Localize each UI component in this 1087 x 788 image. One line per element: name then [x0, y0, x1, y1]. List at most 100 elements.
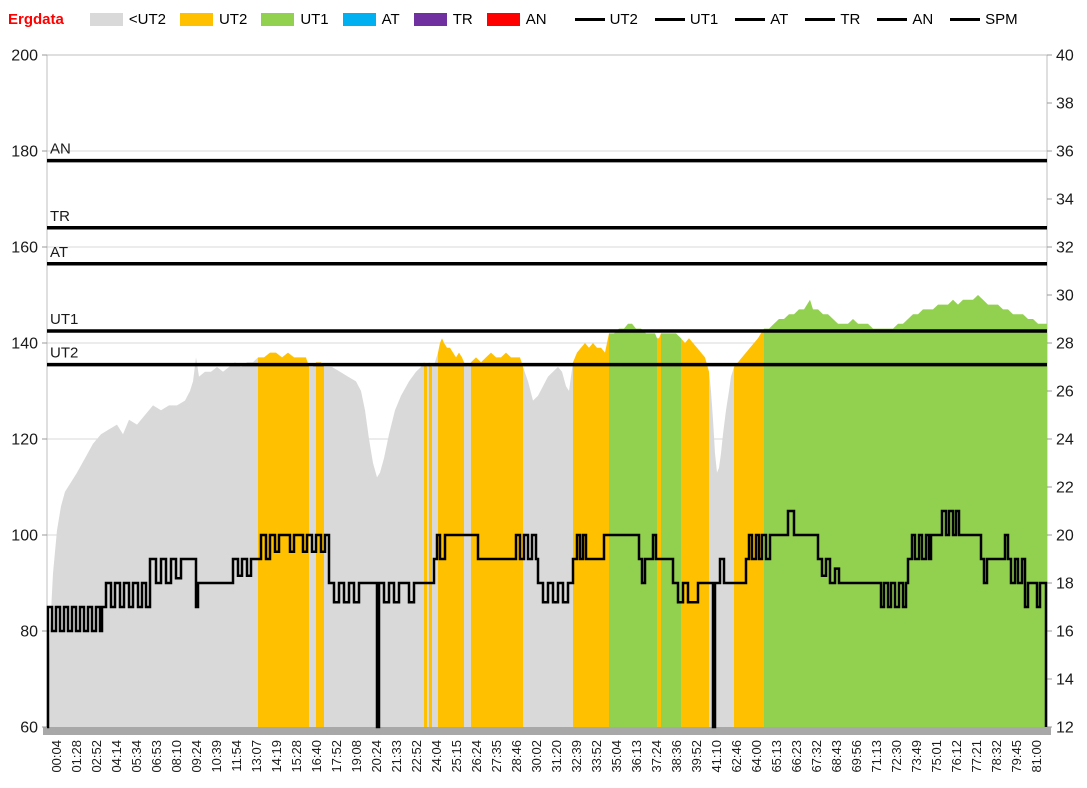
- legend-swatch-at: [342, 12, 376, 26]
- legend-item-line-spm: SPM: [950, 11, 1018, 28]
- legend-line-swatch-spm: [950, 17, 981, 21]
- x-axis-tick-label: 21:33: [389, 740, 404, 773]
- x-axis-tick-label: 75:01: [929, 740, 944, 773]
- left-axis-tick-label: 100: [11, 528, 38, 545]
- legend-line-swatch-ut1: [654, 17, 685, 21]
- x-axis-tick-label: 31:20: [549, 740, 564, 773]
- right-axis-tick-label: 28: [1056, 336, 1074, 353]
- legend-line-swatch-tr: [805, 17, 836, 21]
- threshold-label-an: AN: [50, 141, 71, 158]
- x-axis-tick-label: 28:46: [509, 740, 524, 773]
- right-axis-tick-label: 34: [1056, 192, 1074, 209]
- x-axis-tick-label: 77:21: [969, 740, 984, 773]
- x-axis-tick-label: 19:08: [349, 740, 364, 773]
- right-axis-tick-label: 30: [1056, 288, 1074, 305]
- legend-swatch-ut2: [179, 12, 213, 26]
- legend-swatch-tr: [413, 12, 447, 26]
- left-axis-tick-label: 120: [11, 432, 38, 449]
- x-axis-tick-label: 10:39: [209, 740, 224, 773]
- x-axis-tick-label: 65:13: [769, 740, 784, 773]
- legend-item-line-at: AT: [735, 11, 788, 28]
- left-axis-tick-label: 180: [11, 144, 38, 161]
- x-axis-tick-label: 16:40: [309, 740, 324, 773]
- x-axis-tick-label: 39:52: [689, 740, 704, 773]
- x-axis-tick-label: 36:13: [629, 740, 644, 773]
- x-axis-tick-label: 13:07: [249, 740, 264, 773]
- x-axis-tick-label: 25:15: [449, 740, 464, 773]
- right-axis-tick-label: 20: [1056, 528, 1074, 545]
- right-axis-tick-label: 12: [1056, 720, 1074, 737]
- x-axis-tick-label: 08:10: [169, 740, 184, 773]
- x-axis-tick-label: 14:19: [269, 740, 284, 773]
- legend-label-line-ut2: UT2: [609, 10, 638, 28]
- x-axis-tick-label: 72:30: [889, 740, 904, 773]
- legend-label-line-spm: SPM: [985, 10, 1018, 28]
- legend-item-line-ut2: UT2: [574, 10, 638, 28]
- left-axis-tick-label: 60: [20, 720, 38, 737]
- threshold-lines: AN TR AT UT1 UT2: [47, 141, 1047, 367]
- x-axis-tick-label: 09:24: [189, 740, 204, 773]
- x-axis-band: [43, 727, 1051, 735]
- x-axis-tick-label: 64:00: [749, 740, 764, 773]
- right-axis-tick-label: 24: [1056, 432, 1074, 449]
- left-axis-tick-label: 160: [11, 240, 38, 257]
- x-axis-tick-label: 38:36: [669, 740, 684, 773]
- legend-item-area-ut2: <UT2: [89, 10, 166, 28]
- chart-legend: Ergdata <UT2 UT2 UT1 AT TR AN UT2 UT1 AT TR AN SPM: [8, 6, 1035, 32]
- x-axis-tick-label: 32:39: [569, 740, 584, 773]
- x-axis-tick-label: 17:52: [329, 740, 344, 773]
- x-axis-tick-label: 22:52: [409, 740, 424, 773]
- legend-line-swatch-an: [877, 17, 908, 21]
- x-axis-tick-label: 41:10: [709, 740, 724, 773]
- legend-label-ut1: UT1: [300, 10, 329, 28]
- legend-label-ut2: <UT2: [128, 10, 166, 28]
- x-axis-tick-label: 15:28: [289, 740, 304, 773]
- legend-label-tr: TR: [452, 10, 473, 28]
- right-axis-tick-label: 38: [1056, 96, 1074, 113]
- x-axis-tick-label: 30:02: [529, 740, 544, 773]
- left-axis-tick-label: 200: [11, 48, 38, 65]
- x-axis-tick-label: 79:45: [1009, 740, 1024, 773]
- left-axis: 200 180 160 140 120 100 80 60: [11, 48, 47, 737]
- right-axis: 40 38 36 34 32 30 28 26 24 22 20 18 16 14 12: [1047, 48, 1074, 737]
- right-axis-tick-label: 22: [1056, 480, 1074, 497]
- x-axis-tick-label: 71:13: [869, 740, 884, 773]
- x-axis-labels: 00:04 01:28 02:52 04:14 05:34 06:53 08:10 09:24…: [49, 740, 1044, 773]
- legend-item-line-tr: TR: [805, 11, 860, 28]
- x-axis-tick-label: 26:24: [469, 740, 484, 773]
- x-axis-tick-label: 78:32: [989, 740, 1004, 773]
- right-axis-tick-label: 16: [1056, 624, 1074, 641]
- x-axis-tick-label: 69:56: [849, 740, 864, 773]
- x-axis-tick-label: 27:35: [489, 740, 504, 773]
- right-axis-tick-label: 36: [1056, 144, 1074, 161]
- x-axis-tick-label: 67:32: [809, 740, 824, 773]
- legend-item-area-an: AN: [486, 10, 547, 28]
- threshold-label-ut1: UT1: [50, 311, 78, 328]
- x-axis-tick-label: 05:34: [129, 740, 144, 773]
- right-axis-tick-label: 18: [1056, 576, 1074, 593]
- x-axis-tick-label: 76:12: [949, 740, 964, 773]
- legend-label-at: AT: [381, 10, 400, 28]
- legend-label-line-an: AN: [912, 10, 934, 28]
- legend-label-line-tr: TR: [840, 10, 861, 28]
- left-axis-tick-label: 140: [11, 336, 38, 353]
- chart-title: Ergdata: [8, 10, 64, 28]
- x-axis-tick-label: 06:53: [149, 740, 164, 773]
- right-axis-tick-label: 26: [1056, 384, 1074, 401]
- x-axis-tick-label: 33:52: [589, 740, 604, 773]
- hr-zone-area: [47, 295, 1047, 727]
- x-axis-tick-label: 04:14: [109, 740, 124, 773]
- threshold-label-at: AT: [50, 244, 68, 261]
- x-axis-tick-label: 02:52: [89, 740, 104, 773]
- spm-line: [46, 509, 1048, 729]
- x-axis-tick-label: 11:54: [229, 740, 244, 772]
- right-axis-tick-label: 32: [1056, 240, 1074, 257]
- legend-swatch-an: [486, 12, 520, 26]
- legend-items: <UT2 UT2 UT1 AT TR AN UT2 UT1 AT TR AN SPM: [89, 10, 1035, 28]
- x-axis-tick-label: 81:00: [1029, 740, 1044, 773]
- legend-item-line-an: AN: [877, 11, 933, 28]
- x-axis-tick-label: 01:28: [69, 740, 84, 773]
- legend-label-an: AN: [525, 10, 547, 28]
- right-axis-tick-label: 40: [1056, 48, 1074, 65]
